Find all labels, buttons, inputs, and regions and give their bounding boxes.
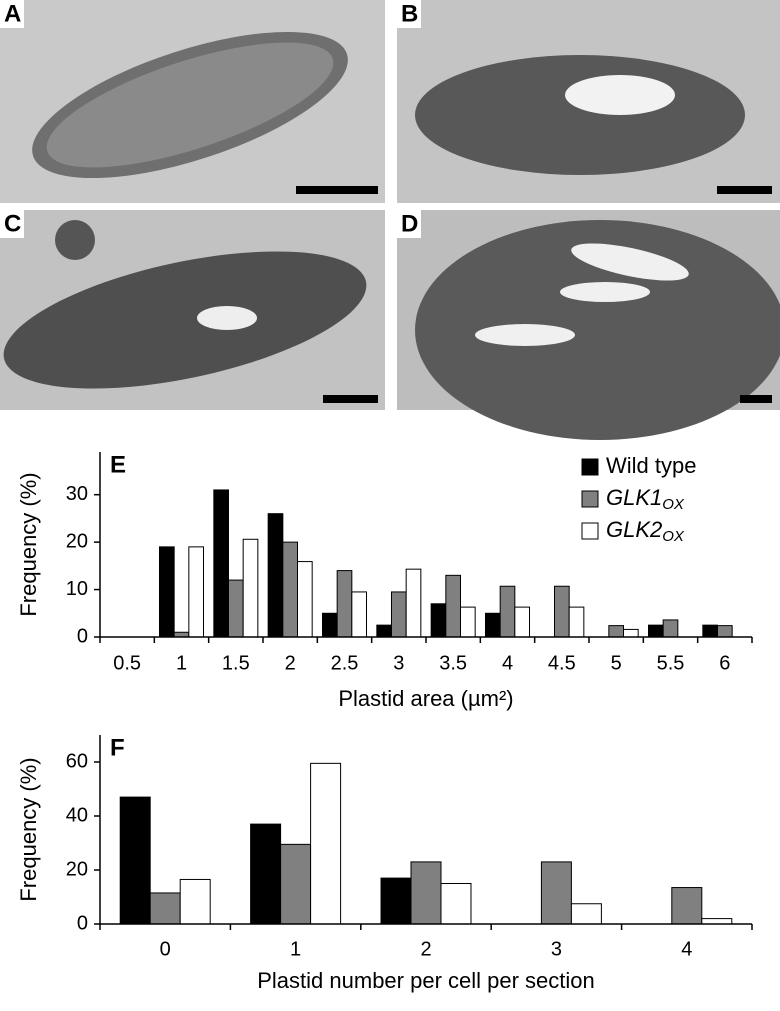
x-tick-label: 4 bbox=[681, 938, 692, 960]
x-tick-label: 0.5 bbox=[113, 652, 141, 674]
y-tick-label: 60 bbox=[66, 750, 88, 772]
micrograph-c bbox=[0, 210, 385, 410]
panel-label: B bbox=[401, 0, 418, 27]
x-tick-label: 4.5 bbox=[548, 652, 576, 674]
bar bbox=[430, 603, 447, 638]
legend-label: GLK1OX bbox=[606, 485, 685, 513]
legend-swatch bbox=[581, 522, 599, 540]
y-tick-label: 0 bbox=[77, 625, 88, 647]
legend-name: GLK1 bbox=[606, 485, 662, 510]
legend-name: GLK2 bbox=[606, 517, 662, 542]
legend-swatch bbox=[581, 458, 599, 476]
legend-label: Wild type bbox=[606, 453, 696, 478]
bar bbox=[460, 606, 476, 638]
bar bbox=[568, 606, 585, 638]
panel-label-bg bbox=[397, 0, 421, 28]
y-tick-label: 30 bbox=[66, 483, 88, 505]
bar bbox=[440, 883, 472, 925]
bar bbox=[380, 877, 412, 925]
bar bbox=[227, 579, 244, 638]
bar bbox=[570, 903, 602, 925]
x-tick-label: 5.5 bbox=[657, 652, 685, 674]
bar bbox=[351, 591, 368, 638]
bar bbox=[514, 606, 531, 638]
panel-label: E bbox=[110, 451, 126, 478]
panel-label: D bbox=[401, 210, 418, 237]
y-tick-label: 0 bbox=[77, 912, 88, 934]
bar bbox=[282, 541, 299, 638]
bar bbox=[149, 892, 181, 925]
panel-label: F bbox=[110, 734, 125, 761]
micrograph-d bbox=[397, 210, 780, 440]
y-axis-label: Frequency (%) bbox=[16, 757, 41, 901]
bar bbox=[336, 570, 353, 638]
panel-label: A bbox=[4, 0, 21, 27]
micrograph-a bbox=[0, 0, 385, 203]
x-tick-label: 1 bbox=[290, 938, 301, 960]
bar bbox=[647, 624, 664, 638]
x-tick-label: 2 bbox=[285, 652, 296, 674]
bar bbox=[445, 574, 462, 638]
bar bbox=[701, 918, 733, 925]
bar bbox=[297, 561, 313, 638]
legend-label: GLK2OX bbox=[606, 517, 685, 545]
bar bbox=[484, 612, 501, 638]
bar bbox=[405, 568, 422, 638]
x-tick-label: 3.5 bbox=[439, 652, 467, 674]
bar bbox=[242, 538, 259, 638]
bar bbox=[499, 585, 516, 638]
bar bbox=[280, 843, 312, 925]
x-tick-label: 6 bbox=[719, 652, 730, 674]
bar bbox=[188, 546, 205, 638]
legend-subscript: OX bbox=[662, 528, 685, 545]
panel-label-bg bbox=[397, 210, 421, 238]
x-tick-label: 1.5 bbox=[222, 652, 250, 674]
bar bbox=[540, 861, 572, 925]
bar bbox=[310, 762, 342, 925]
bar bbox=[321, 612, 338, 638]
bar bbox=[267, 513, 284, 638]
y-tick-label: 10 bbox=[66, 578, 88, 600]
bar bbox=[158, 546, 175, 638]
x-tick-label: 4 bbox=[502, 652, 513, 674]
legend-name: Wild type bbox=[606, 453, 696, 478]
panel-label-bg bbox=[0, 210, 24, 238]
x-tick-label: 1 bbox=[176, 652, 187, 674]
bar bbox=[716, 625, 733, 638]
micrograph-b bbox=[397, 0, 780, 203]
x-axis-label: Plastid area (µm²) bbox=[338, 686, 513, 711]
bar bbox=[671, 887, 703, 925]
bar bbox=[623, 628, 639, 638]
y-tick-label: 20 bbox=[66, 530, 88, 552]
y-tick-label: 40 bbox=[66, 804, 88, 826]
bar bbox=[213, 489, 229, 638]
panel-label: C bbox=[4, 210, 21, 237]
x-tick-label: 3 bbox=[393, 652, 404, 674]
x-tick-label: 2 bbox=[420, 938, 431, 960]
bar bbox=[553, 585, 570, 638]
bar bbox=[390, 591, 407, 638]
legend-swatch bbox=[581, 490, 599, 508]
x-tick-label: 0 bbox=[160, 938, 171, 960]
bar bbox=[410, 861, 442, 925]
bar bbox=[119, 796, 151, 925]
bar bbox=[662, 619, 679, 638]
bar bbox=[179, 878, 211, 925]
x-axis-label: Plastid number per cell per section bbox=[257, 968, 595, 993]
x-tick-label: 2.5 bbox=[331, 652, 359, 674]
x-tick-label: 5 bbox=[611, 652, 622, 674]
x-tick-label: 3 bbox=[551, 938, 562, 960]
y-axis-label: Frequency (%) bbox=[16, 472, 41, 616]
bar bbox=[376, 624, 392, 638]
legend-subscript: OX bbox=[662, 496, 685, 513]
panel-label-bg bbox=[0, 0, 24, 28]
bar bbox=[608, 625, 625, 638]
bar bbox=[702, 624, 718, 638]
y-tick-label: 20 bbox=[66, 858, 88, 880]
bar bbox=[250, 823, 282, 925]
